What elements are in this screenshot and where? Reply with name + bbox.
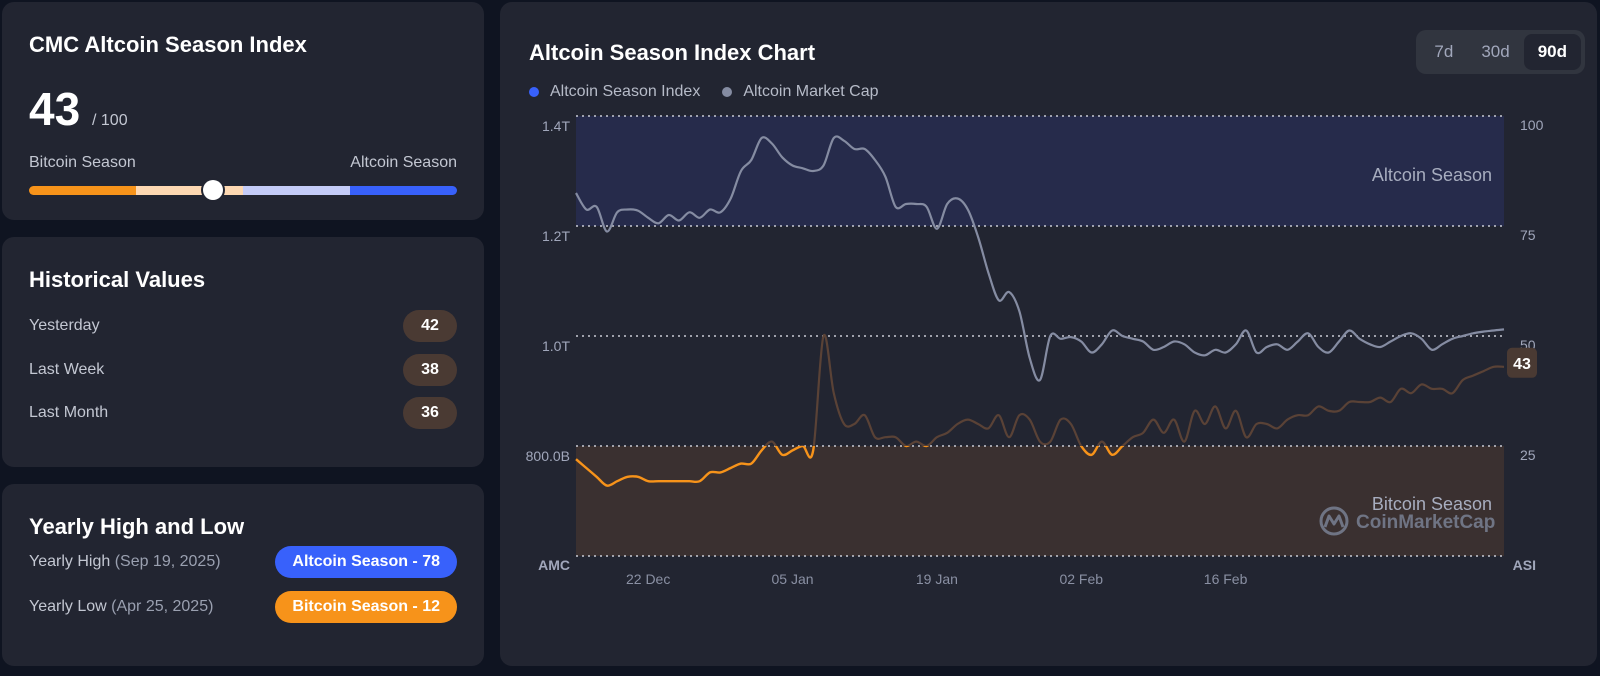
right-axis-tick: 75: [1520, 227, 1536, 243]
altcoin-season-index-card: CMC Altcoin Season Index 43 / 100 Bitcoi…: [2, 2, 484, 220]
right-axis-tick: 25: [1520, 447, 1536, 463]
right-axis-label: ASI: [1513, 557, 1536, 573]
market-cap-line: [575, 135, 1505, 382]
x-axis-tick: 02 Feb: [1059, 571, 1103, 587]
gauge-knob: [203, 180, 224, 200]
range-selector: 7d 30d 90d: [1416, 30, 1585, 74]
left-axis-tick: 1.2T: [542, 228, 570, 244]
hist-row-last-week: Last Week 38: [29, 353, 457, 387]
gauge-segment-altcoin: [350, 186, 457, 195]
legend-item-market-cap[interactable]: Altcoin Market Cap: [722, 83, 879, 101]
legend-label: Altcoin Season Index: [550, 83, 701, 100]
season-index-chart: Altcoin Season Bitcoin SeasonCoinMarketCa…: [526, 115, 1544, 587]
range-button-30d[interactable]: 30d: [1481, 42, 1510, 61]
gauge-segment-altcoin-light: [243, 186, 350, 195]
yearly-high-label: Yearly High: [29, 553, 111, 570]
historical-values-card: Historical Values Yesterday 42 Last Week…: [2, 237, 484, 467]
zone-label-bitcoin: Bitcoin Season: [1372, 494, 1492, 514]
historical-title: Historical Values: [29, 267, 206, 292]
gauge-label-altcoin: Altcoin Season: [350, 154, 457, 171]
index-title: CMC Altcoin Season Index: [29, 32, 307, 57]
hist-value-badge: 42: [403, 310, 457, 342]
hist-label: Last Week: [29, 361, 105, 378]
current-value-badge: [1507, 347, 1537, 378]
hist-row-last-month: Last Month 36: [29, 396, 457, 430]
coinmarketcap-logo-icon: [1319, 506, 1349, 536]
yearly-low-badge: Bitcoin Season - 12: [275, 591, 457, 623]
index-line-bitcoin: [575, 446, 1125, 487]
x-axis-tick: 05 Jan: [772, 571, 814, 587]
left-axis-tick: 800.0B: [526, 448, 570, 464]
legend-label: Altcoin Market Cap: [743, 83, 879, 100]
index-value: 43: [29, 83, 81, 135]
index-max: / 100: [92, 112, 128, 129]
yearly-low-date: (Apr 25, 2025): [111, 598, 214, 615]
yearly-low-label: Yearly Low: [29, 598, 107, 615]
yearly-high-badge: Altcoin Season - 78: [275, 546, 457, 578]
legend-item-index[interactable]: Altcoin Season Index: [529, 83, 700, 101]
range-button-90d[interactable]: 90d: [1523, 34, 1581, 70]
legend-dot-icon: [529, 87, 539, 97]
hist-value-badge: 36: [403, 397, 457, 429]
left-axis-tick: 1.4T: [542, 118, 570, 134]
x-axis-tick: 22 Dec: [626, 571, 670, 587]
coinmarketcap-logo-mark: [1323, 514, 1345, 528]
yearly-high-row: Yearly High (Sep 19, 2025) Altcoin Seaso…: [29, 545, 457, 579]
yearly-low-label-wrap: Yearly Low (Apr 25, 2025): [29, 598, 213, 616]
gauge-segment-bitcoin: [29, 186, 136, 195]
gauge-label-bitcoin: Bitcoin Season: [29, 154, 136, 171]
range-button-7d[interactable]: 7d: [1434, 42, 1454, 61]
right-axis-tick: 100: [1520, 117, 1544, 133]
altcoin-season-zone: [576, 116, 1504, 226]
hist-label: Last Month: [29, 404, 109, 421]
index-line-neutral: [763, 333, 1505, 446]
chart-card: Altcoin Season Index Chart 7d 30d 90d Al…: [500, 2, 1597, 666]
yearly-high-label-wrap: Yearly High (Sep 19, 2025): [29, 553, 221, 571]
bitcoin-season-zone: [576, 446, 1504, 556]
zone-label-altcoin: Altcoin Season: [1372, 165, 1492, 185]
yearly-high-date: (Sep 19, 2025): [114, 553, 221, 570]
hist-label: Yesterday: [29, 317, 100, 334]
season-gauge-bar: [29, 186, 457, 195]
hist-value-badge: 38: [403, 354, 457, 386]
legend-dot-icon: [722, 87, 733, 97]
coinmarketcap-watermark: CoinMarketCap: [1356, 512, 1495, 533]
x-axis-tick: 19 Jan: [916, 571, 958, 587]
x-axis-tick: 16 Feb: [1204, 571, 1248, 587]
yearly-low-row: Yearly Low (Apr 25, 2025) Bitcoin Season…: [29, 590, 457, 624]
chart-legend: Altcoin Season Index Altcoin Market Cap: [529, 83, 879, 101]
gauge-segment-bitcoin-light: [136, 186, 243, 195]
current-value-label: 43: [1513, 356, 1531, 373]
yearly-high-low-card: Yearly High and Low Yearly High (Sep 19,…: [2, 484, 484, 666]
hist-row-yesterday: Yesterday 42: [29, 309, 457, 343]
chart-title: Altcoin Season Index Chart: [529, 40, 816, 65]
left-axis-tick: 1.0T: [542, 338, 570, 354]
yearly-title: Yearly High and Low: [29, 514, 245, 539]
left-axis-label: AMC: [538, 557, 570, 573]
